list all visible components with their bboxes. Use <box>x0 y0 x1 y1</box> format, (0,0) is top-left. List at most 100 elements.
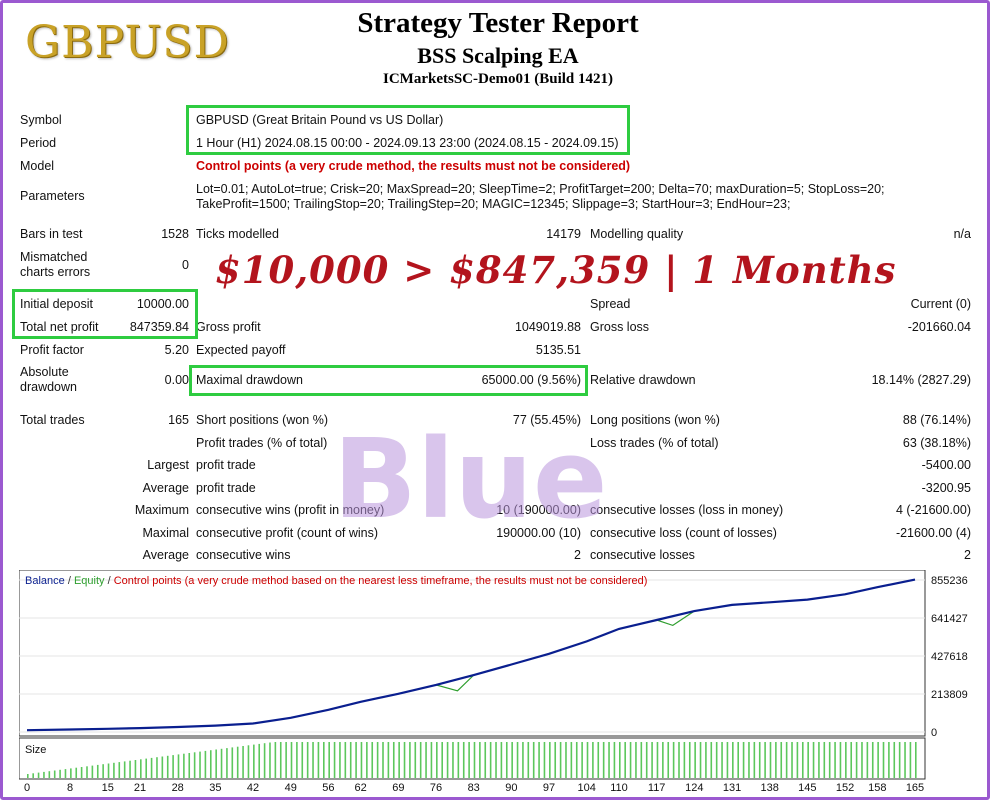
x-tick-label: 76 <box>430 782 442 792</box>
size-bar <box>511 742 513 778</box>
size-bar <box>312 742 314 778</box>
legend-balance: Balance <box>25 575 65 587</box>
size-bar <box>409 742 411 778</box>
size-bar <box>96 764 99 778</box>
size-bar <box>172 755 174 778</box>
size-bar <box>425 742 427 778</box>
avg-losses-label: consecutive losses <box>590 548 695 562</box>
size-bar <box>387 742 390 778</box>
x-tick-label: 138 <box>761 782 779 792</box>
size-bar <box>828 742 831 778</box>
x-tick-label: 49 <box>285 782 297 792</box>
bars-value: 1528 <box>161 227 189 241</box>
x-tick-label: 117 <box>648 782 666 792</box>
ticks-value: 14179 <box>546 227 581 241</box>
gross-profit-label: Gross profit <box>196 320 261 334</box>
size-bar <box>861 742 863 778</box>
size-bar <box>414 742 417 778</box>
size-bar <box>898 742 901 778</box>
size-bar <box>645 742 648 778</box>
avg-label: Average <box>142 548 189 562</box>
size-bar <box>328 742 330 778</box>
y-tick-labels: 0 213809 427618 641427 855236 <box>931 575 968 739</box>
size-bar <box>522 742 524 778</box>
size-bar <box>710 742 713 778</box>
size-bar <box>473 742 476 778</box>
size-bar <box>732 742 734 778</box>
size-bar <box>360 742 363 778</box>
x-tick-label: 28 <box>172 782 184 792</box>
mismatch-label-1: Mismatched <box>20 250 88 264</box>
size-bar <box>161 756 164 778</box>
size-bar <box>715 742 718 778</box>
size-bar <box>705 742 707 778</box>
size-bar <box>247 745 250 778</box>
legend-sep-1: / <box>65 575 74 587</box>
size-bar <box>199 751 201 778</box>
size-bar <box>113 762 115 778</box>
size-bar <box>489 742 492 778</box>
size-bar <box>532 742 535 778</box>
parameters-line-2: TakeProfit=1500; TrailingStop=20; Traili… <box>196 197 791 211</box>
x-tick-label: 62 <box>355 782 367 792</box>
size-bar <box>855 742 858 778</box>
size-bar <box>371 742 374 778</box>
x-tick-label: 56 <box>322 782 334 792</box>
chart-grid <box>19 579 925 733</box>
size-bar <box>70 768 72 778</box>
size-bar <box>651 742 653 778</box>
size-bar <box>505 742 508 778</box>
parameters-label: Parameters <box>20 189 85 203</box>
model-label: Model <box>20 159 55 173</box>
average-profit-label: profit trade <box>196 481 256 495</box>
size-bar <box>484 742 487 778</box>
short-label: Short positions (won %) <box>196 413 329 427</box>
spread-value: Current (0) <box>910 297 971 311</box>
size-bar <box>333 742 336 778</box>
maximal-profit-value: 190000.00 (10) <box>496 526 581 540</box>
avg-wins-value: 2 <box>574 548 581 562</box>
size-bar <box>446 742 449 778</box>
x-tick-label: 124 <box>685 782 703 792</box>
size-bar <box>150 757 153 778</box>
size-bar <box>43 771 45 778</box>
size-bar <box>737 742 739 778</box>
size-bar <box>419 742 422 778</box>
size-bar <box>269 742 271 778</box>
size-bar <box>570 742 573 778</box>
size-bar <box>624 742 626 778</box>
size-bar <box>53 770 56 778</box>
x-tick-label: 42 <box>247 782 259 792</box>
x-tick-label: 158 <box>868 782 886 792</box>
size-bar <box>904 742 906 778</box>
size-bar <box>231 747 234 778</box>
size-bar <box>834 742 836 778</box>
size-bar <box>516 742 519 778</box>
size-bar <box>888 742 890 778</box>
size-bar <box>726 742 729 778</box>
abs-dd-label-2: drawdown <box>20 380 77 394</box>
size-bar <box>123 761 126 778</box>
bars-label: Bars in test <box>20 227 83 241</box>
size-bar <box>166 755 169 778</box>
x-tick-label: 0 <box>24 782 30 792</box>
size-bar <box>64 769 67 778</box>
total-trades-value: 165 <box>168 413 189 427</box>
profit-trades-label: Profit trades (% of total) <box>196 436 328 450</box>
size-bar <box>721 742 723 778</box>
size-bar <box>667 742 670 778</box>
size-bar <box>893 742 896 778</box>
x-tick-label: 83 <box>468 782 480 792</box>
size-bar <box>462 742 465 778</box>
gross-loss-value: -201660.04 <box>907 320 971 334</box>
abs-dd-label-1: Absolute <box>20 365 69 379</box>
quality-value: n/a <box>953 227 971 241</box>
y-tick-label: 855236 <box>931 575 968 587</box>
size-bar <box>597 742 600 778</box>
period-label: Period <box>20 136 57 150</box>
size-bar <box>279 742 282 778</box>
size-bar <box>102 764 104 778</box>
size-bar <box>91 765 94 778</box>
max-dd-value: 65000.00 (9.56%) <box>481 373 581 387</box>
size-bar <box>602 742 605 778</box>
